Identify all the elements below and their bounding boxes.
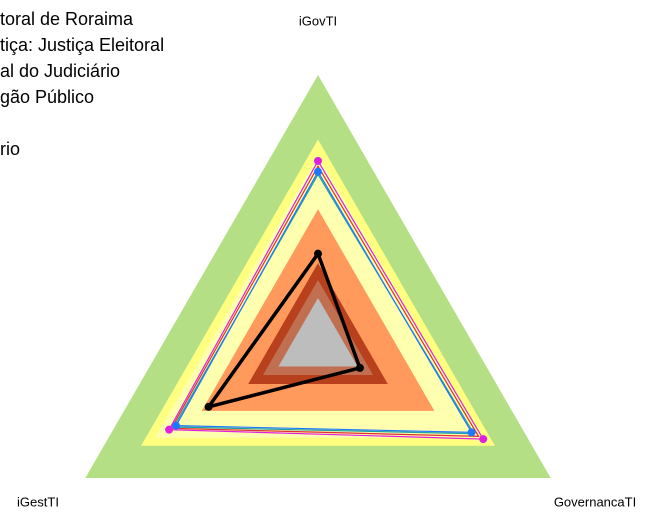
axis-label: GovernancaTI [554, 494, 636, 509]
axis-label: iGovTI [299, 13, 337, 28]
legend-label: rio [0, 139, 20, 159]
series-line [168, 159, 485, 440]
legend-label: toral de Roraima [0, 9, 134, 29]
axis-label: iGestTI [17, 494, 59, 509]
series-line [175, 170, 473, 433]
marker [467, 428, 476, 437]
bands [85, 75, 551, 478]
marker [314, 156, 322, 165]
band [278, 298, 358, 367]
legend-label: tiça: Justiça Eleitoral [0, 35, 164, 55]
marker [204, 402, 213, 411]
legend-label: gão Público [0, 87, 94, 107]
series-line [170, 165, 480, 438]
marker [355, 363, 364, 372]
marker [314, 249, 322, 258]
legend-label: al do Judiciário [0, 61, 120, 81]
marker [479, 435, 488, 444]
series-line [204, 249, 363, 410]
marker [172, 421, 181, 430]
marker [165, 425, 174, 434]
marker [314, 167, 322, 176]
